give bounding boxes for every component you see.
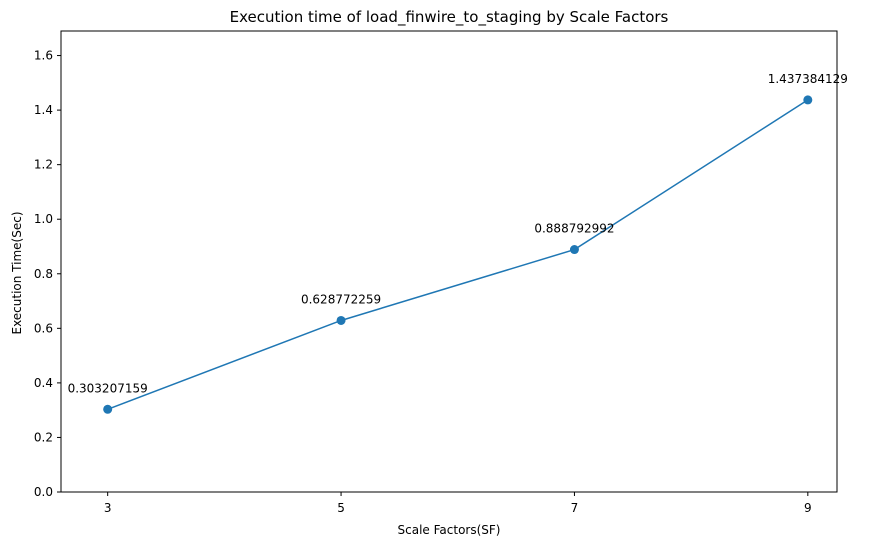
y-tick-label: 0.0 [34,485,53,499]
data-label: 1.437384129 [768,72,848,86]
data-label: 0.628772259 [301,292,381,306]
y-tick-label: 0.2 [34,430,53,444]
x-tick-label: 7 [571,501,579,515]
y-tick-label: 0.4 [34,376,53,390]
x-tick-label: 5 [337,501,345,515]
plot-area: 0.0 0.2 0.4 0.6 0.8 1.0 1.2 1.4 1.6 3 5 7 9 0.3032071… [34,30,848,515]
y-tick-label: 1.6 [34,49,53,63]
data-point [336,315,346,325]
y-axis-label: Execution Time(Sec) [10,211,24,334]
plot-frame [60,30,838,493]
y-tick-label: 1.4 [34,103,53,117]
chart-title: Execution time of load_finwire_to_stagin… [230,8,669,27]
x-tick-label: 9 [804,501,812,515]
data-point [569,245,579,255]
y-tick-label: 0.6 [34,321,53,335]
series-line [107,99,809,410]
data-point [103,404,113,414]
data-label: 0.888792992 [534,222,614,236]
x-tick-label: 3 [104,501,112,515]
x-axis-label: Scale Factors(SF) [398,523,501,537]
y-tick-label: 1.0 [34,212,53,226]
data-point [803,95,813,105]
y-tick-label: 0.8 [34,267,53,281]
y-tick-label: 1.2 [34,158,53,172]
data-label: 0.303207159 [68,381,148,395]
